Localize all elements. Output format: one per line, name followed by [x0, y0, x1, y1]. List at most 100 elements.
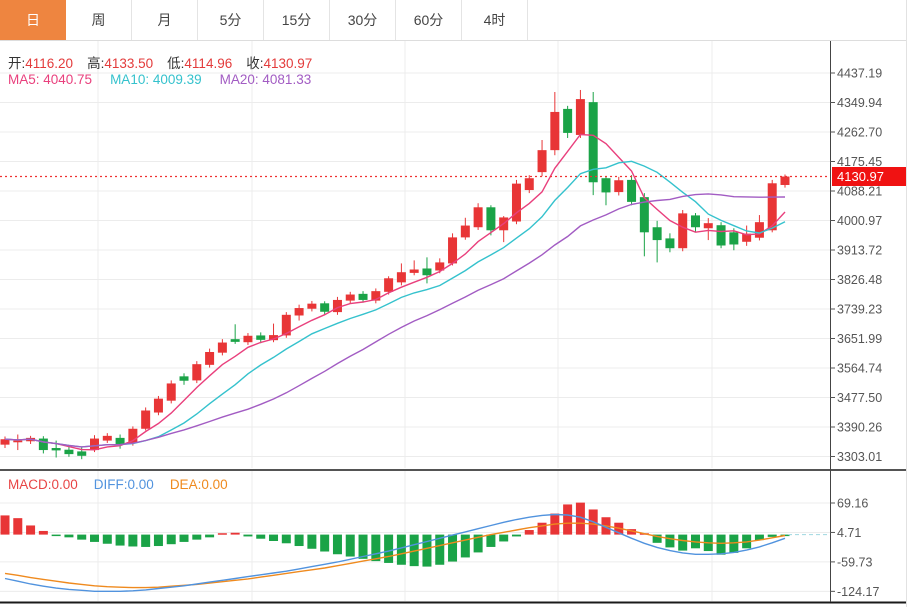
macd-bar[interactable]: [627, 529, 637, 535]
candle[interactable]: [537, 140, 547, 177]
tab-4hour[interactable]: 4时: [462, 0, 528, 40]
macd-bar[interactable]: [716, 534, 726, 555]
tab-month[interactable]: 月: [132, 0, 198, 40]
candle[interactable]: [729, 228, 739, 251]
macd-bar[interactable]: [435, 534, 445, 565]
macd-bar[interactable]: [332, 534, 342, 555]
macd-bar[interactable]: [665, 534, 675, 548]
tab-15min[interactable]: 15分: [264, 0, 330, 40]
macd-bar[interactable]: [371, 534, 381, 562]
candle[interactable]: [767, 179, 777, 233]
macd-bar[interactable]: [448, 534, 458, 562]
macd-bar[interactable]: [422, 534, 432, 567]
macd-bar[interactable]: [64, 534, 74, 538]
candle[interactable]: [38, 436, 48, 454]
candle[interactable]: [614, 176, 624, 196]
tab-60min[interactable]: 60分: [396, 0, 462, 40]
macd-bar[interactable]: [307, 534, 317, 549]
candle[interactable]: [307, 300, 317, 312]
candle[interactable]: [460, 217, 470, 240]
candle[interactable]: [448, 233, 458, 266]
candle[interactable]: [141, 407, 151, 431]
macd-bar[interactable]: [396, 534, 406, 565]
candle[interactable]: [384, 276, 394, 295]
candle[interactable]: [473, 203, 483, 230]
candle[interactable]: [13, 434, 23, 451]
macd-bar[interactable]: [13, 518, 23, 535]
candle[interactable]: [742, 225, 752, 246]
macd-bar[interactable]: [205, 534, 215, 538]
candle[interactable]: [230, 324, 240, 344]
macd-bar[interactable]: [90, 534, 100, 542]
candle[interactable]: [716, 222, 726, 249]
candle[interactable]: [665, 233, 675, 253]
candle[interactable]: [575, 89, 585, 138]
candle[interactable]: [754, 215, 764, 241]
candle[interactable]: [332, 296, 342, 315]
candle[interactable]: [256, 332, 266, 344]
macd-bar[interactable]: [243, 534, 253, 537]
macd-bar[interactable]: [256, 534, 266, 539]
candle[interactable]: [422, 257, 432, 284]
macd-bar[interactable]: [26, 525, 36, 535]
macd-bar[interactable]: [473, 534, 483, 553]
candle[interactable]: [550, 91, 560, 156]
candle[interactable]: [588, 91, 598, 196]
tab-5min[interactable]: 5分: [198, 0, 264, 40]
macd-bar[interactable]: [179, 534, 189, 542]
candle[interactable]: [511, 179, 521, 225]
macd-bar[interactable]: [563, 504, 573, 535]
macd-bar[interactable]: [217, 533, 227, 535]
candle[interactable]: [217, 339, 227, 356]
candle[interactable]: [396, 263, 406, 286]
candle[interactable]: [166, 380, 176, 404]
macd-bar[interactable]: [767, 534, 777, 537]
macd-bar[interactable]: [51, 534, 61, 537]
candle[interactable]: [0, 436, 10, 449]
macd-bar[interactable]: [358, 534, 368, 559]
candle[interactable]: [371, 288, 381, 304]
macd-bar[interactable]: [77, 534, 87, 540]
macd-bar[interactable]: [294, 534, 304, 547]
macd-bar[interactable]: [754, 534, 764, 541]
macd-bar[interactable]: [729, 534, 739, 553]
macd-bar[interactable]: [678, 534, 688, 551]
macd-bar[interactable]: [230, 532, 240, 535]
macd-bar[interactable]: [166, 534, 176, 545]
tab-day[interactable]: 日: [0, 0, 66, 40]
candle[interactable]: [486, 205, 496, 236]
macd-bar[interactable]: [511, 534, 521, 537]
macd-bar[interactable]: [102, 534, 112, 544]
candle[interactable]: [690, 213, 700, 233]
candle[interactable]: [703, 218, 713, 241]
macd-bar[interactable]: [384, 534, 394, 563]
macd-bar[interactable]: [0, 515, 10, 535]
macd-bar[interactable]: [486, 534, 496, 547]
candle[interactable]: [409, 260, 419, 276]
candle[interactable]: [345, 291, 355, 304]
macd-bar[interactable]: [192, 534, 202, 540]
candle[interactable]: [128, 426, 138, 446]
macd-bar[interactable]: [345, 534, 355, 557]
macd-bar[interactable]: [141, 534, 151, 547]
candle[interactable]: [102, 433, 112, 443]
candle[interactable]: [179, 373, 189, 385]
macd-bar[interactable]: [269, 534, 279, 541]
macd-bar[interactable]: [537, 522, 547, 535]
candle[interactable]: [639, 193, 649, 257]
macd-bar[interactable]: [153, 534, 163, 547]
candle[interactable]: [627, 175, 637, 206]
candle[interactable]: [563, 105, 573, 138]
tab-30min[interactable]: 30分: [330, 0, 396, 40]
macd-bar[interactable]: [780, 534, 790, 537]
candle[interactable]: [358, 291, 368, 303]
candle[interactable]: [678, 209, 688, 252]
candle[interactable]: [205, 348, 215, 368]
candle[interactable]: [153, 395, 163, 416]
candle[interactable]: [601, 176, 611, 206]
macd-bar[interactable]: [320, 534, 330, 552]
macd-bar[interactable]: [128, 534, 138, 547]
macd-bar[interactable]: [281, 534, 291, 544]
candle[interactable]: [320, 301, 330, 315]
macd-bar[interactable]: [409, 534, 419, 567]
